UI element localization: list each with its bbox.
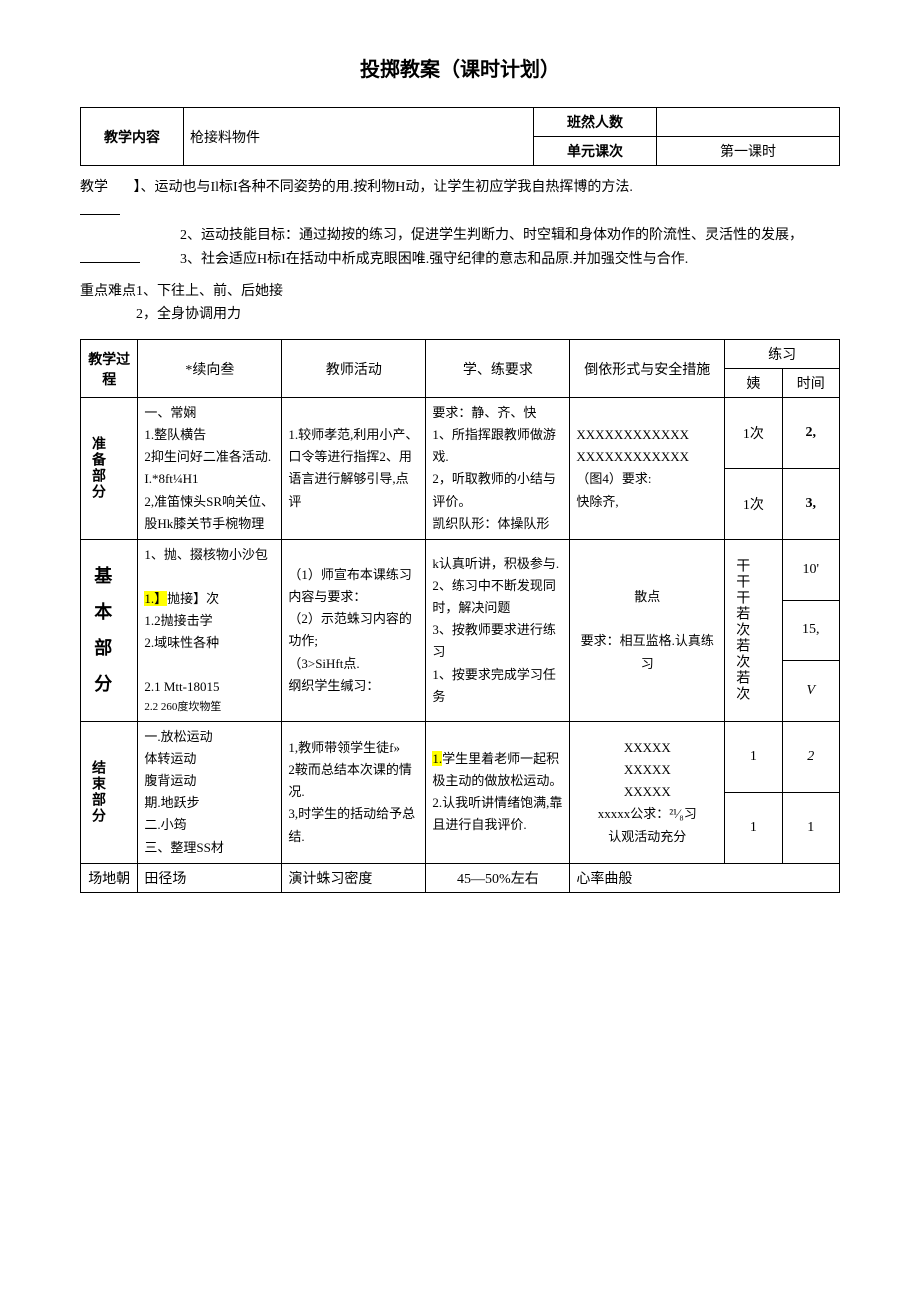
- footer-c4: 45—50%左右: [426, 863, 570, 892]
- col-student: 学、练要求: [426, 340, 570, 398]
- end-content: 一.放松运动 体转运动 腹背运动 期.地跃步 二.小筠 三、整理SS材: [138, 722, 282, 864]
- basic-c2-4: 2.域味性各种: [144, 632, 275, 654]
- goal-item-3: 3、社会适应H标I在括动中析成克眼困唯.强守纪律的意志和品原.并加强交性与合作.: [140, 252, 688, 267]
- prep-time-2: 3,: [782, 468, 839, 539]
- goal-item-2: 2、运动技能目标：通过拗按的练习，促进学生判断力、时空辑和身体劝作的阶流性、灵活…: [80, 224, 840, 248]
- teaching-content-value: 枪接料物件: [184, 108, 534, 166]
- end-count-1: 1: [725, 722, 782, 793]
- header-table: 教学内容 枪接料物件 班然人数 单元课次 第一课时: [80, 107, 840, 166]
- keypoint-1: 1、下往上、前、后她接: [136, 284, 283, 299]
- basic-c2-2b: 抛接】次: [167, 591, 219, 606]
- unit-value: 第一课时: [657, 137, 840, 166]
- prep-count-1: 1次: [725, 398, 782, 469]
- end-time-2: 1: [782, 792, 839, 863]
- prep-content: 一、常娴 1.整队横告 2抑生问好二准各活动. I.*8ft¼H1 2,准笛悚头…: [138, 398, 282, 540]
- keypoints-label: 重点难点: [80, 284, 136, 299]
- end-c4-1-hl: 1.: [432, 751, 442, 766]
- basic-safety: 散点 要求：相互监格.认真练习: [570, 539, 725, 721]
- goals-label: 教学: [80, 176, 130, 200]
- end-safety: XXXXX XXXXX XXXXX xxxxx公求：²¹⁄₈习 认观活动充分: [570, 722, 725, 864]
- col-time: 时间: [782, 369, 839, 398]
- section-basic: 基本部分: [81, 539, 138, 721]
- basic-c2-5: 2.1 Mtt-18015: [144, 676, 275, 698]
- basic-c2-3: 1.2抛接击学: [144, 610, 275, 632]
- basic-time-3: V: [782, 661, 839, 722]
- unit-label: 单元课次: [534, 137, 657, 166]
- basic-content: 1、抛、掇核物小沙包 1.】抛接】次 1.2抛接击学 2.域味性各种 2.1 M…: [138, 539, 282, 721]
- basic-c2-6: 2.2 260度坎物笙: [144, 698, 275, 717]
- end-time-1: 2: [782, 722, 839, 793]
- col-teacher: 教师活动: [282, 340, 426, 398]
- teaching-content-label: 教学内容: [81, 108, 184, 166]
- footer-c5: 心率曲般: [570, 863, 840, 892]
- footer-c1: 场地朝: [81, 863, 138, 892]
- end-student: 1.学生里着老师一起积极主动的做放松运动。 2.认我听讲情绪饱满,靠且进行自我评…: [426, 722, 570, 864]
- key-points: 重点难点1、下往上、前、后她接 2，全身协调用力: [80, 280, 840, 328]
- col-content: *续向叁: [138, 340, 282, 398]
- end-c4-2: 2.认我听讲情绪饱满,靠且进行自我评价.: [432, 795, 562, 832]
- basic-count: 干干干若次若次若次: [731, 558, 751, 702]
- footer-c2: 田径场: [138, 863, 282, 892]
- prep-time-1: 2,: [782, 398, 839, 469]
- section-prep: 准备部分: [87, 436, 107, 500]
- goal-item-1: 】、运动也与Il标I各种不同姿势的用.按利物H动，让学生初应学我自热挥博的方法.: [134, 180, 633, 195]
- lesson-table: 教学过程 *续向叁 教师活动 学、练要求 倒依形式与安全措施 练习 姨 时间 准…: [80, 339, 840, 892]
- prep-safety: XXXXXXXXXXXX XXXXXXXXXXXX （图4）要求: 快除齐,: [570, 398, 725, 540]
- col-count: 姨: [725, 369, 782, 398]
- class-size-label: 班然人数: [534, 108, 657, 137]
- basic-teacher: （1）师宣布本课练习内容与要求： （2）示范蛛习内容的功作; （3>SiHft点…: [282, 539, 426, 721]
- prep-count-2: 1次: [725, 468, 782, 539]
- keypoint-2: 2，全身协调用力: [80, 307, 241, 322]
- class-size-value: [657, 108, 840, 137]
- basic-time-1: 10': [782, 539, 839, 600]
- col-safety: 倒依形式与安全措施: [570, 340, 725, 398]
- end-c4-1: 学生里着老师一起积极主动的做放松运动。: [432, 751, 562, 788]
- end-teacher: 1,教师带领学生徒f» 2鞍而总结本次课的情况. 3,时学生的括动给予总结.: [282, 722, 426, 864]
- page-title: 投掷教案（课时计划）: [80, 53, 840, 82]
- prep-teacher: 1.较师孝范,利用小产、口令等进行指挥2、用语言进行解够引导,点评: [282, 398, 426, 540]
- basic-student: k认真听讲，积极参与. 2、练习中不断发现同时，解决问题 3、按教师要求进行练习…: [426, 539, 570, 721]
- end-count-2: 1: [725, 792, 782, 863]
- col-process: 教学过程: [81, 340, 138, 398]
- section-end: 结束部分: [87, 760, 107, 824]
- basic-c2-1: 1、抛、掇核物小沙包: [144, 544, 275, 566]
- footer-c3: 演计蛛习密度: [282, 863, 426, 892]
- teaching-goals: 教学 】、运动也与Il标I各种不同姿势的用.按利物H动，让学生初应学我自热挥博的…: [80, 176, 840, 271]
- basic-c2-2-hl: 1.】: [144, 591, 167, 606]
- prep-student: 要求：静、齐、快 1、所指挥跟教师做游戏. 2，听取教师的小结与评价。 凯织队形…: [426, 398, 570, 540]
- col-practice: 练习: [725, 340, 840, 369]
- basic-time-2: 15,: [782, 600, 839, 661]
